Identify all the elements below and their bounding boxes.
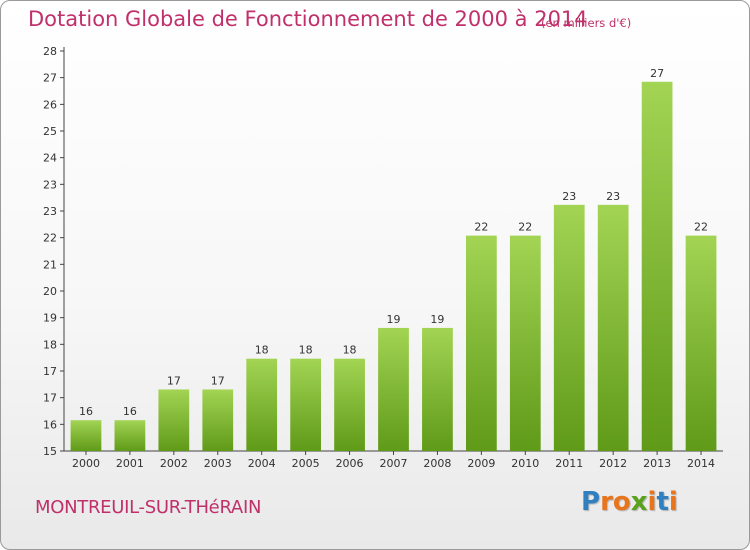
y-tick-label: 23 bbox=[43, 178, 57, 191]
logo-letter: P bbox=[581, 487, 601, 517]
logo-letter: i bbox=[647, 487, 657, 517]
y-tick-label: 24 bbox=[43, 152, 57, 165]
y-tick-label: 16 bbox=[43, 418, 57, 431]
data-label-2007: 19 bbox=[387, 313, 401, 326]
chart-bars bbox=[70, 81, 717, 452]
bar-2013 bbox=[641, 81, 673, 452]
x-tick-label-2012: 2012 bbox=[599, 457, 627, 470]
bar-2008 bbox=[422, 327, 453, 451]
bar-2006 bbox=[334, 358, 365, 451]
y-tick-label: 17 bbox=[43, 392, 57, 405]
x-tick-label-2009: 2009 bbox=[467, 457, 495, 470]
data-label-2010: 22 bbox=[518, 221, 532, 234]
x-tick-label-2013: 2013 bbox=[643, 457, 671, 470]
y-tick-label: 20 bbox=[43, 285, 57, 298]
bar-2014 bbox=[685, 235, 717, 451]
commune-name: MONTREUIL-SUR-THéRAIN bbox=[35, 497, 262, 518]
data-label-2003: 17 bbox=[211, 374, 225, 387]
y-tick-label: 15 bbox=[43, 445, 57, 458]
data-label-2006: 18 bbox=[343, 344, 357, 357]
logo-letter: o bbox=[612, 487, 631, 517]
x-tick-label-2008: 2008 bbox=[423, 457, 451, 470]
x-tick-label-2011: 2011 bbox=[555, 457, 583, 470]
x-tick-label-2006: 2006 bbox=[336, 457, 364, 470]
data-label-2005: 18 bbox=[299, 344, 313, 357]
logo-letter: t bbox=[656, 487, 669, 517]
y-tick-label: 26 bbox=[43, 98, 57, 111]
y-tick-label: 23 bbox=[43, 205, 57, 218]
y-tick-label: 17 bbox=[43, 365, 57, 378]
bar-2005 bbox=[290, 358, 322, 451]
x-tick-label-2003: 2003 bbox=[204, 457, 232, 470]
x-tick-label-2010: 2010 bbox=[511, 457, 539, 470]
chart-title: Dotation Globale de Fonctionnement de 20… bbox=[28, 7, 588, 31]
x-tick-label-2007: 2007 bbox=[380, 457, 408, 470]
x-tick-label-2002: 2002 bbox=[160, 457, 188, 470]
bar-2000 bbox=[70, 420, 102, 451]
bar-2012 bbox=[597, 204, 629, 451]
data-label-2000: 16 bbox=[79, 405, 93, 418]
data-label-2009: 22 bbox=[474, 221, 488, 234]
bar-2002 bbox=[158, 389, 190, 451]
data-label-2012: 23 bbox=[606, 190, 620, 203]
bar-2001 bbox=[114, 420, 146, 451]
y-tick-label: 25 bbox=[43, 125, 57, 138]
y-tick-label: 18 bbox=[43, 338, 57, 351]
bar-2009 bbox=[465, 235, 497, 451]
logo-letter: r bbox=[600, 487, 613, 517]
proxiti-logo: Proxiti bbox=[581, 487, 678, 517]
x-tick-label-2005: 2005 bbox=[292, 457, 320, 470]
bar-2003 bbox=[202, 389, 234, 451]
data-label-2002: 17 bbox=[167, 374, 181, 387]
data-label-2014: 22 bbox=[694, 221, 708, 234]
logo-letter: x bbox=[630, 487, 648, 517]
x-tick-label-2001: 2001 bbox=[116, 457, 144, 470]
data-label-2011: 23 bbox=[562, 190, 576, 203]
chart-unit: (en milliers d'€) bbox=[541, 16, 632, 30]
bar-2004 bbox=[246, 358, 278, 451]
bar-2011 bbox=[553, 204, 585, 451]
chart-axes: 15 16 17 17 18 19 20 21 22 23 23 24 25 26 27 28 bbox=[43, 45, 723, 458]
data-label-2001: 16 bbox=[123, 405, 137, 418]
bar-2007 bbox=[378, 327, 409, 451]
x-tick-label-2004: 2004 bbox=[248, 457, 276, 470]
x-tick-label-2000: 2000 bbox=[72, 457, 100, 470]
y-tick-label: 19 bbox=[43, 312, 57, 325]
bar-2010 bbox=[509, 235, 541, 451]
x-tick-label-2014: 2014 bbox=[687, 457, 715, 470]
y-tick-label: 27 bbox=[43, 72, 57, 85]
y-tick-label: 22 bbox=[43, 232, 57, 245]
data-label-2004: 18 bbox=[255, 344, 269, 357]
logo-letter: i bbox=[668, 487, 678, 517]
y-tick-label: 28 bbox=[43, 45, 57, 58]
chart-labels: 16 2000 16 2001 17 2002 17 2003 18 2004 18 2005 18 20… bbox=[72, 67, 715, 470]
y-tick-label: 21 bbox=[43, 258, 57, 271]
data-label-2008: 19 bbox=[430, 313, 444, 326]
data-label-2013: 27 bbox=[650, 67, 664, 80]
